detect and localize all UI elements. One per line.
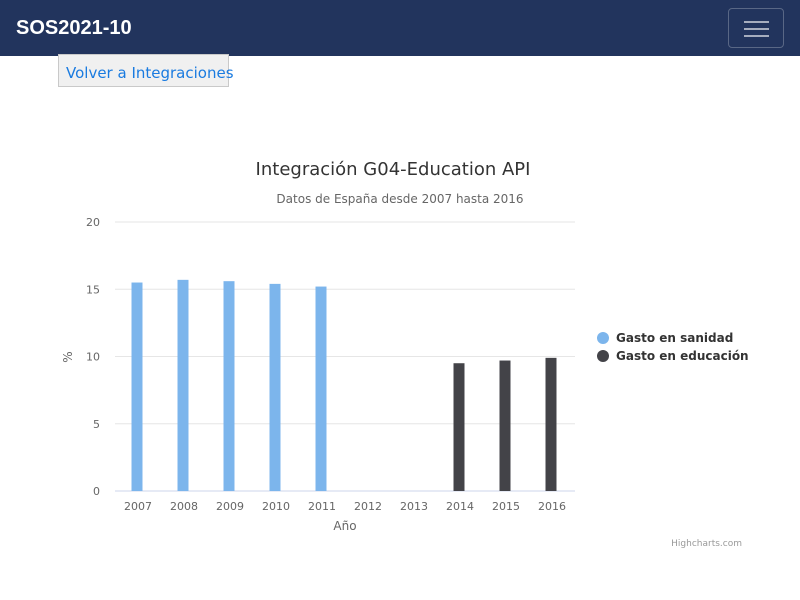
x-tick-label: 2013 (400, 500, 428, 513)
x-axis-ticks: 2007 2008 2009 2010 2011 2012 2013 2014 2015 2016 (124, 500, 566, 513)
legend-marker[interactable] (597, 350, 609, 362)
bar-2007[interactable] (131, 282, 143, 491)
chart-title: Integración G04-Education API (256, 159, 531, 180)
chart-subtitle: Datos de España desde 2007 hasta 2016 (276, 192, 523, 206)
hamburger-menu-icon[interactable] (728, 8, 784, 48)
x-tick-label: 2010 (262, 500, 290, 513)
bar-2015[interactable] (499, 360, 511, 491)
credits-link[interactable]: Highcharts.com (671, 539, 742, 549)
x-tick-label: 2015 (492, 500, 520, 513)
legend: Gasto en sanidad Gasto en educación (597, 331, 749, 363)
x-tick-label: 2012 (354, 500, 382, 513)
bars (131, 279, 557, 491)
back-to-integrations-button[interactable]: Volver a Integraciones (58, 54, 234, 87)
navbar: SOS2021-10 (0, 0, 800, 56)
x-tick-label: 2011 (308, 500, 336, 513)
y-tick-label: 20 (86, 216, 100, 229)
menu-bar (744, 28, 769, 30)
legend-marker[interactable] (597, 332, 609, 344)
legend-item[interactable]: Gasto en educación (616, 349, 749, 363)
x-tick-label: 2014 (446, 500, 474, 513)
grid-lines (115, 221, 575, 492)
x-tick-label: 2016 (538, 500, 566, 513)
x-axis-title: Año (333, 519, 356, 533)
y-tick-label: 5 (93, 418, 100, 431)
menu-bar (744, 21, 769, 23)
y-axis-ticks: 0 5 10 15 20 (86, 216, 100, 498)
x-tick-label: 2007 (124, 500, 152, 513)
y-tick-label: 10 (86, 351, 100, 364)
bar-2014[interactable] (453, 363, 465, 491)
menu-bar (744, 35, 769, 37)
bar-2009[interactable] (223, 281, 235, 491)
x-tick-label: 2009 (216, 500, 244, 513)
bar-2011[interactable] (315, 286, 327, 491)
y-tick-label: 0 (93, 485, 100, 498)
bar-2016[interactable] (545, 357, 557, 491)
bar-2008[interactable] (177, 279, 189, 491)
y-tick-label: 15 (86, 283, 100, 296)
legend-item[interactable]: Gasto en sanidad (616, 331, 733, 345)
bar-2010[interactable] (269, 283, 281, 491)
brand-title[interactable]: SOS2021-10 (16, 17, 132, 39)
y-axis-title: % (61, 351, 75, 362)
x-tick-label: 2008 (170, 500, 198, 513)
